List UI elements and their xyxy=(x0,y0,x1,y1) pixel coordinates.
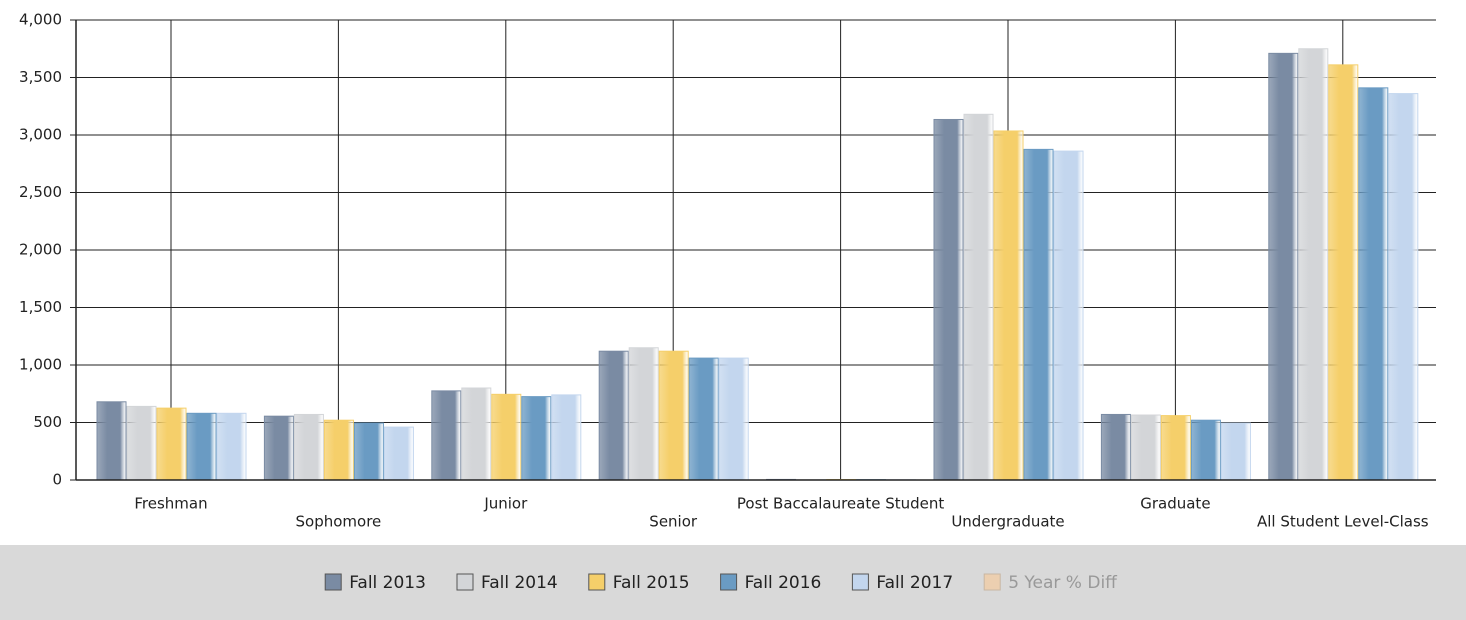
legend-swatch xyxy=(720,573,738,591)
bar xyxy=(156,407,187,481)
y-tick-label: 0 xyxy=(52,471,62,489)
bar xyxy=(1053,150,1084,481)
bar xyxy=(1358,87,1389,481)
y-tick-label: 3,000 xyxy=(19,126,62,144)
legend-swatch xyxy=(588,573,606,591)
bar xyxy=(598,350,629,481)
y-tick-label: 1,500 xyxy=(19,298,62,316)
y-tick-label: 500 xyxy=(33,413,62,431)
x-tick-label: Sophomore xyxy=(296,513,382,531)
bar xyxy=(1298,48,1329,481)
bar xyxy=(658,350,689,481)
x-tick-label: Junior xyxy=(483,495,528,513)
bar xyxy=(461,387,492,481)
legend-swatch xyxy=(456,573,474,591)
legend-label: Fall 2017 xyxy=(876,573,953,593)
bar xyxy=(628,347,659,481)
x-tick-label: Graduate xyxy=(1140,495,1210,513)
legend-swatch xyxy=(983,573,1001,591)
legend-label: Fall 2015 xyxy=(613,573,690,593)
bar xyxy=(491,393,522,481)
bar xyxy=(1328,64,1359,481)
bar xyxy=(718,357,749,481)
y-tick-label: 3,500 xyxy=(19,68,62,86)
bar xyxy=(1190,419,1221,481)
bar xyxy=(688,357,719,481)
bar xyxy=(96,401,127,481)
legend: Fall 2013 Fall 2014 Fall 2015 Fall 2016 Fall… xyxy=(324,573,1118,593)
bar xyxy=(353,422,384,481)
bar xyxy=(1388,93,1419,481)
bar xyxy=(126,405,157,481)
bar xyxy=(933,118,964,481)
bar xyxy=(963,113,994,481)
x-tick-label: Undergraduate xyxy=(951,513,1064,531)
y-tick-label: 2,000 xyxy=(19,241,62,259)
x-tick-label: Senior xyxy=(649,513,698,531)
legend-swatch xyxy=(324,573,342,591)
bar xyxy=(993,130,1024,481)
bar xyxy=(1268,52,1299,481)
x-tick-label: Post Baccalaureate Student xyxy=(737,495,944,513)
bar xyxy=(1023,148,1054,481)
bar xyxy=(263,415,294,481)
bar xyxy=(383,426,414,481)
bar xyxy=(1220,422,1251,481)
bar xyxy=(186,412,217,481)
bar xyxy=(551,394,582,481)
bar xyxy=(1100,413,1131,481)
x-tick-label: Freshman xyxy=(134,495,207,513)
y-tick-label: 1,000 xyxy=(19,356,62,374)
x-tick-label: All Student Level-Class xyxy=(1257,513,1429,531)
bar xyxy=(1160,415,1191,481)
legend-label: 5 Year % Diff xyxy=(1008,573,1118,593)
bar xyxy=(431,390,462,481)
y-tick-label: 2,500 xyxy=(19,183,62,201)
y-tick-label: 4,000 xyxy=(19,11,62,29)
legend-label: Fall 2014 xyxy=(481,573,558,593)
bar xyxy=(293,413,324,481)
legend-label: Fall 2013 xyxy=(349,573,426,593)
bar xyxy=(521,396,552,481)
bar xyxy=(323,419,354,481)
legend-label: Fall 2016 xyxy=(745,573,822,593)
bar xyxy=(1130,414,1161,481)
bar xyxy=(216,412,247,481)
legend-swatch xyxy=(851,573,869,591)
